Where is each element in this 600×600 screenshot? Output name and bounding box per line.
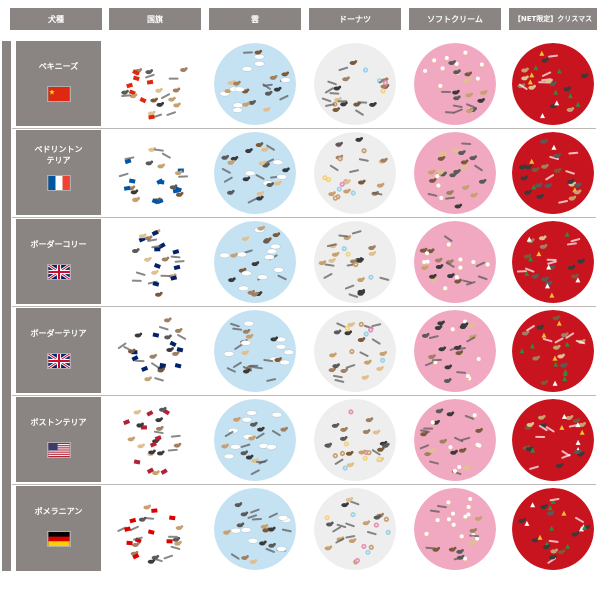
flag-pattern-circle[interactable] xyxy=(114,310,196,392)
header-cloud: 雲 xyxy=(209,8,301,30)
row-separator xyxy=(12,395,596,396)
softcream-pattern-circle[interactable] xyxy=(414,488,496,570)
donut-pattern-circle[interactable] xyxy=(314,488,396,570)
flag-pattern-circle[interactable] xyxy=(114,399,196,481)
flag-pattern-circle[interactable] xyxy=(114,43,196,125)
donut-pattern-circle[interactable] xyxy=(314,399,396,481)
softcream-pattern-circle[interactable] xyxy=(414,132,496,214)
row-separator xyxy=(12,217,596,218)
left-bar xyxy=(2,41,11,571)
breed-name: ペドリントン テリア xyxy=(34,145,83,165)
christmas-pattern-circle[interactable] xyxy=(512,132,594,214)
header-flag: 国旗 xyxy=(109,8,201,30)
flag-usa-icon xyxy=(48,443,70,457)
flag-pattern-circle[interactable] xyxy=(114,132,196,214)
row-separator xyxy=(12,306,596,307)
breed-name: ペキニーズ xyxy=(38,62,79,71)
softcream-pattern-circle[interactable] xyxy=(414,399,496,481)
cloud-pattern-circle[interactable] xyxy=(214,43,296,125)
donut-pattern-circle[interactable] xyxy=(314,132,396,214)
breed-name: ボストンテリア xyxy=(30,418,87,427)
breed-cell: ボーダーテリア xyxy=(16,308,101,393)
softcream-pattern-circle[interactable] xyxy=(414,43,496,125)
flag-france-icon xyxy=(48,176,70,190)
header-breed: 犬種 xyxy=(10,8,102,30)
flag-uk-icon xyxy=(47,263,71,281)
breed-cell: ペドリントン テリア xyxy=(16,130,101,215)
flag-pattern-circle[interactable] xyxy=(114,221,196,303)
christmas-pattern-circle[interactable] xyxy=(512,43,594,125)
breed-name: ボーダーテリア xyxy=(30,329,87,338)
cloud-pattern-circle[interactable] xyxy=(214,399,296,481)
header-christmas: 【NET限定】クリスマス xyxy=(509,8,597,30)
breed-name: ポメラニアン xyxy=(34,507,83,516)
flag-uk-icon xyxy=(47,352,71,370)
header-softcream: ソフトクリーム xyxy=(409,8,501,30)
breed-cell: ボーダーコリー xyxy=(16,219,101,304)
cloud-pattern-circle[interactable] xyxy=(214,310,296,392)
softcream-pattern-circle[interactable] xyxy=(414,221,496,303)
breed-cell: ペキニーズ xyxy=(16,41,101,126)
softcream-pattern-circle[interactable] xyxy=(414,310,496,392)
donut-pattern-circle[interactable] xyxy=(314,221,396,303)
row-separator xyxy=(12,484,596,485)
breed-cell: ポメラニアン xyxy=(16,486,101,571)
christmas-pattern-circle[interactable] xyxy=(512,310,594,392)
flag-pattern-circle[interactable] xyxy=(114,488,196,570)
flag-china-icon xyxy=(48,87,70,101)
donut-pattern-circle[interactable] xyxy=(314,310,396,392)
donut-pattern-circle[interactable] xyxy=(314,43,396,125)
header-donut: ドーナツ xyxy=(309,8,401,30)
christmas-pattern-circle[interactable] xyxy=(512,399,594,481)
cloud-pattern-circle[interactable] xyxy=(214,488,296,570)
flag-germany-icon xyxy=(48,532,70,547)
christmas-pattern-circle[interactable] xyxy=(512,488,594,570)
row-separator xyxy=(12,128,596,129)
christmas-pattern-circle[interactable] xyxy=(512,221,594,303)
breed-name: ボーダーコリー xyxy=(30,240,87,249)
breed-cell: ボストンテリア xyxy=(16,397,101,482)
cloud-pattern-circle[interactable] xyxy=(214,221,296,303)
cloud-pattern-circle[interactable] xyxy=(214,132,296,214)
